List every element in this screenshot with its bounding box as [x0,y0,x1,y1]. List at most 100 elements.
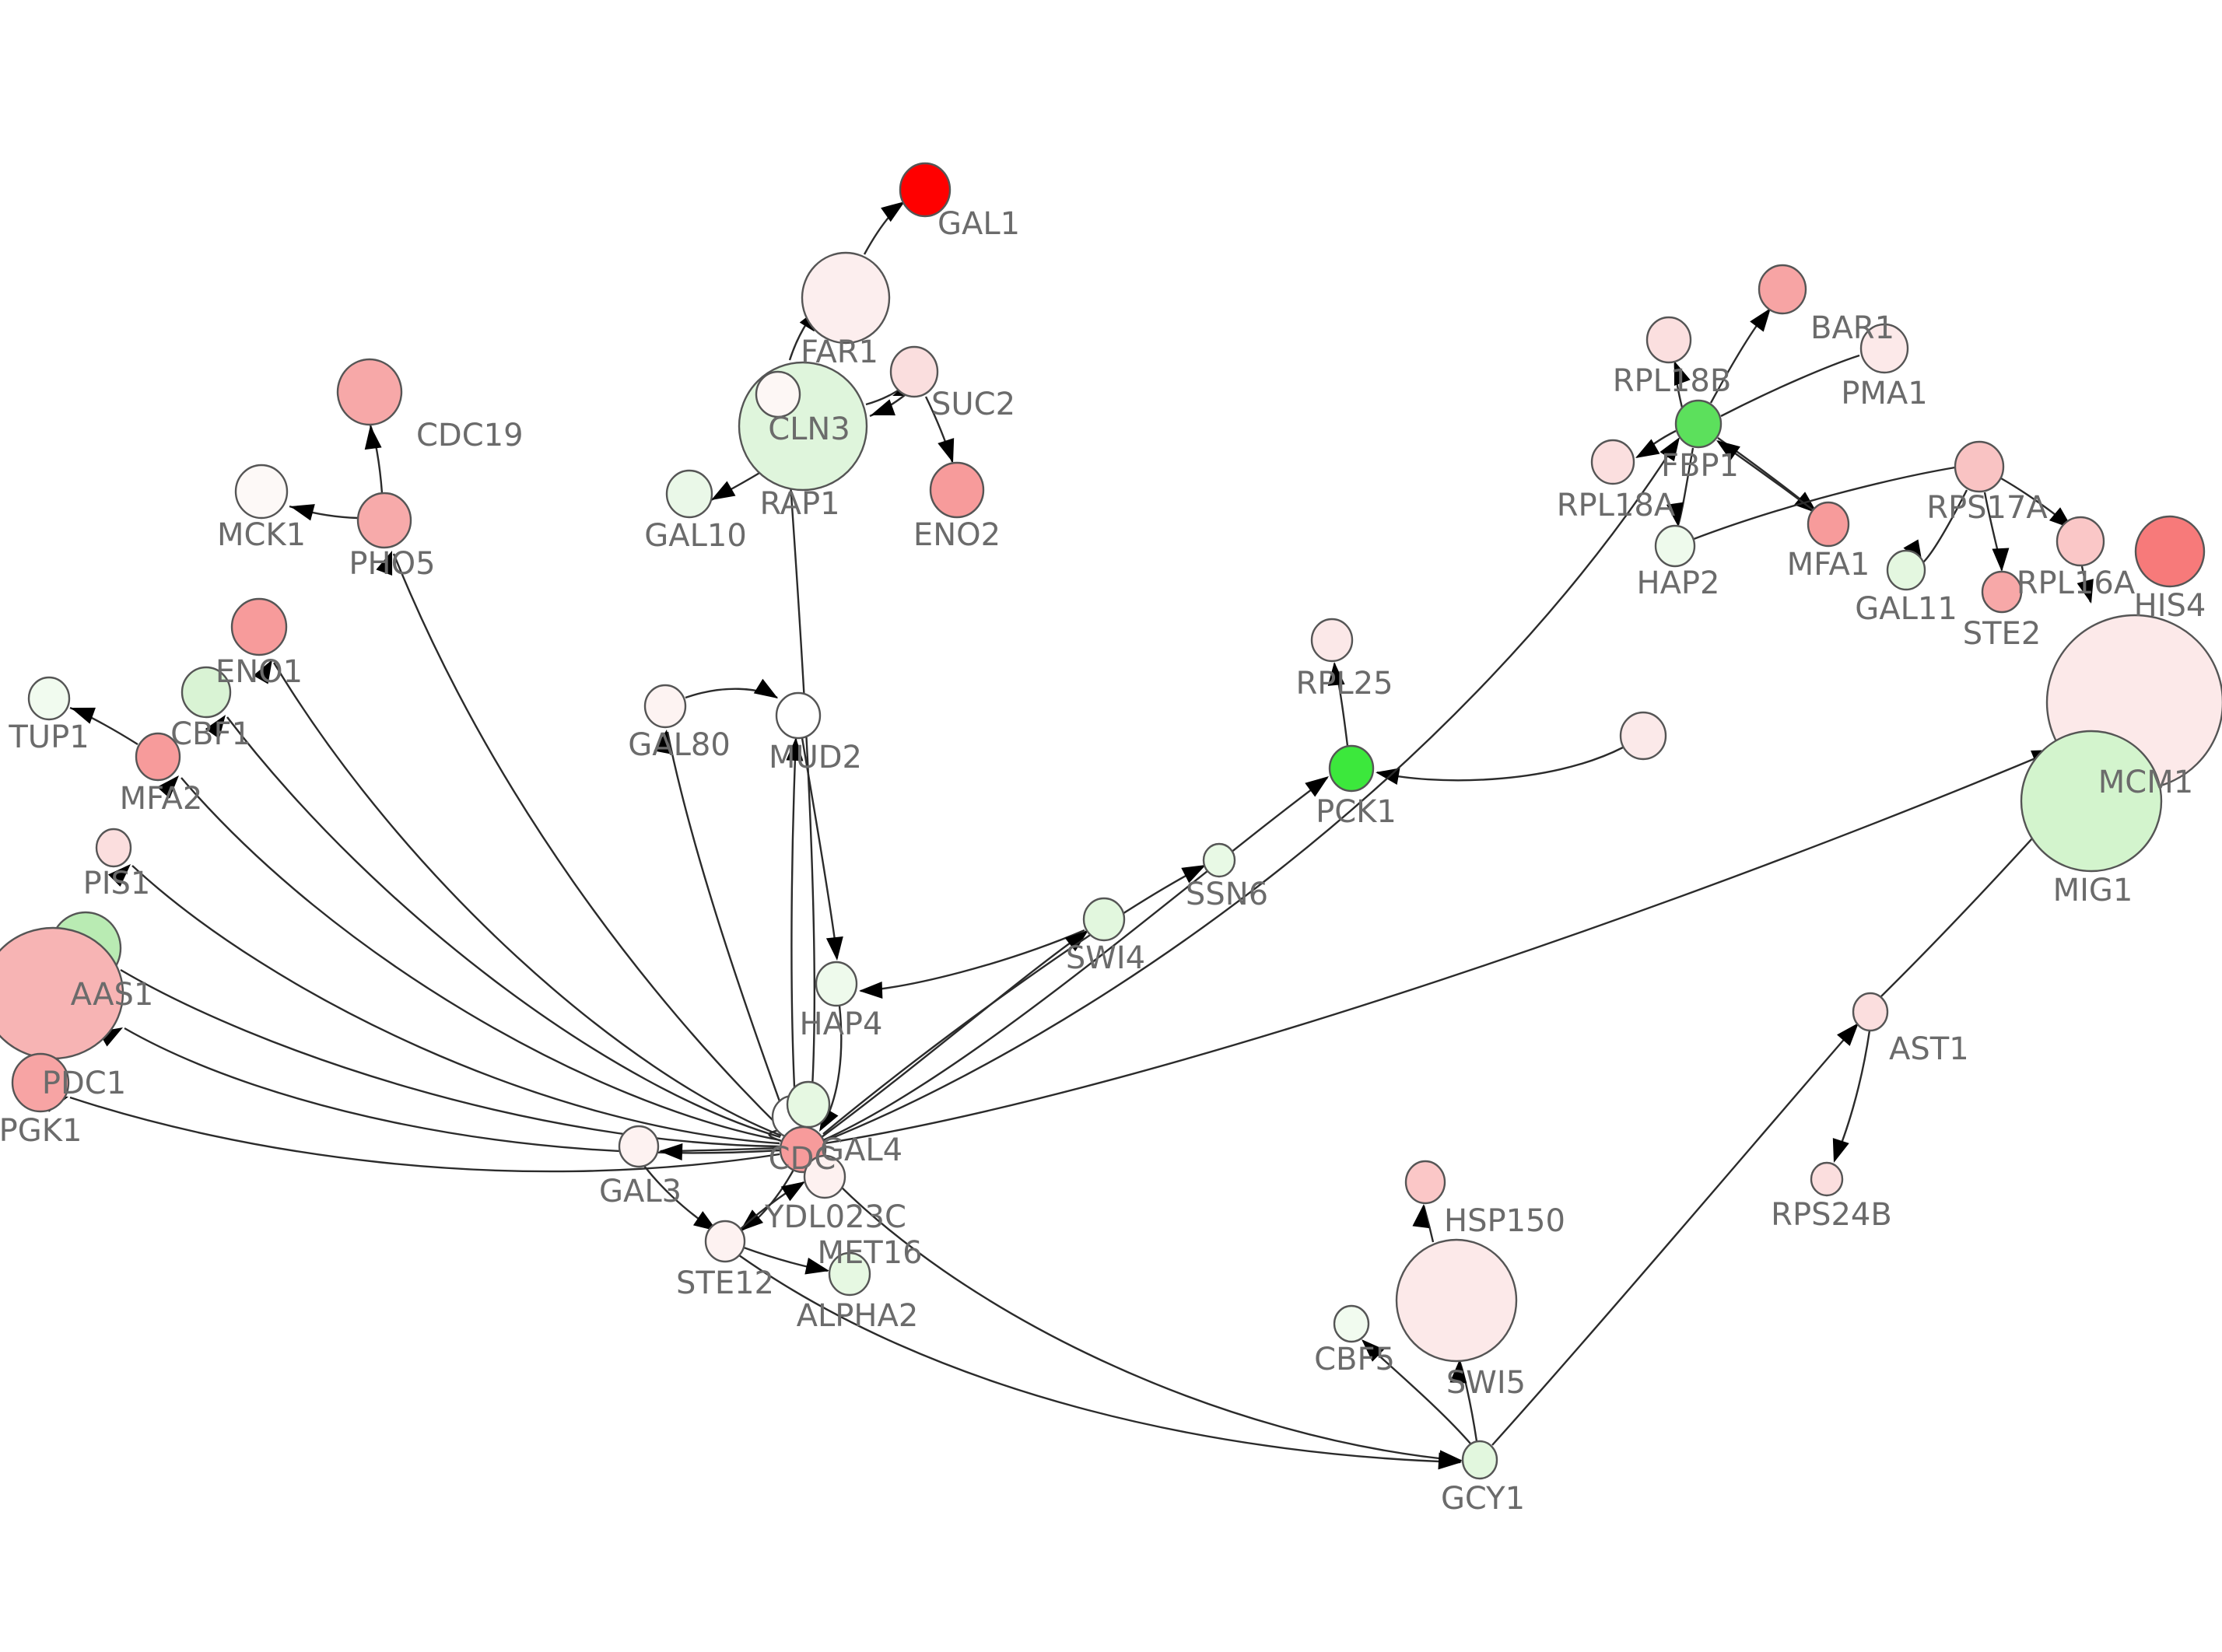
arrowhead-pho5-to-cdc19 [364,425,382,450]
node-label-ast1: AST1 [1889,1031,1969,1067]
node-gal3[interactable] [618,1125,660,1168]
node-ste12[interactable] [704,1220,746,1263]
edge-ste12-to-gcy1[interactable] [738,1255,1461,1464]
node-eno2[interactable] [929,461,985,519]
node-rap1[interactable] [755,370,801,418]
edge-gal4-to-aas1[interactable] [120,968,780,1148]
node-bar1[interactable] [1758,264,1807,315]
edge-gal4-to-gcy1[interactable] [818,1163,1462,1462]
node-alpha2[interactable] [828,1251,871,1297]
arrowhead-mfa1-to-fbp1 [1716,440,1740,461]
arrowhead-gcy1-to-swi5 [1449,1360,1467,1384]
arrowhead-suc2-to-cln3 [871,399,895,416]
edge-gal4-to-mcm1[interactable] [824,749,2055,1145]
node-hsp150[interactable] [1404,1160,1446,1205]
edge-gal4-to-gal80[interactable] [666,731,791,1130]
edge-gal4-to-mud2[interactable] [790,738,798,1129]
node-rpl25[interactable] [1310,618,1354,663]
node-gal80[interactable] [643,684,687,729]
node-pis1[interactable] [95,828,132,868]
arrowhead-cln3-to-gal10 [711,481,736,500]
node-ssn6[interactable] [1202,842,1236,878]
node-gal10[interactable] [665,469,713,519]
node-label-pck1: PCK1 [1316,794,1397,830]
edge-gal4-to-mfa2[interactable] [180,777,781,1142]
node-label-mck1: MCK1 [217,517,306,553]
node-label-eno1: ENO1 [216,654,303,690]
node-eno1[interactable] [230,597,288,656]
edge-gal4-to-pgk1[interactable] [69,1096,780,1173]
node-unlabeled_hub[interactable] [1619,711,1667,761]
node-rpl18a[interactable] [1590,439,1635,485]
arrowhead-fbp1-to-rpl18b [1674,361,1691,386]
node-label-ste2: STE2 [1963,616,2042,652]
edge-gal4-to-pho5[interactable] [392,553,783,1130]
node-pma1[interactable] [1859,323,1909,374]
node-mfa2[interactable] [135,732,181,782]
node-label-gal4: GAL4 [820,1132,902,1168]
node-mud2[interactable] [775,691,822,740]
node-pho5[interactable] [356,492,412,549]
arrowhead-gal4-to-gal80 [654,730,671,754]
node-mig1[interactable] [2020,730,2163,873]
edge-unlabeled_hub-to-pck1[interactable] [1376,746,1624,782]
node-mck1[interactable] [234,464,289,520]
arrowhead-gal4-to-pho5 [376,551,393,576]
node-ast1[interactable] [1852,992,1889,1032]
node-hap2[interactable] [1654,524,1696,568]
edge-gal4-to-pis1[interactable] [131,865,780,1145]
node-swi5[interactable] [1395,1238,1518,1363]
node-tup1[interactable] [27,676,71,721]
node-gal11[interactable] [1886,549,1926,591]
edge-fbp1-to-pma1[interactable] [1720,354,1860,418]
node-label-rpl18b: RPL18B [1613,363,1732,399]
arrowhead-gal4-to-eno1 [253,660,272,684]
node-rps24b[interactable] [1810,1161,1844,1197]
node-hub_green[interactable] [786,1080,831,1129]
edge-hap2-to-rps17a[interactable] [1693,466,1956,541]
node-pck1[interactable] [1328,744,1375,793]
edge-gal4-to-swi4[interactable] [821,930,1088,1138]
labels-layer: GAL1 FAR1 SUC2 CLN3 RAP1 ENO2 CDC19 MCK1 PHO5 GAL… [0,206,2206,1517]
node-fbp1[interactable] [1674,399,1723,449]
edge-rps17a-to-gal11[interactable] [1922,489,1968,563]
edge-gal4-to-cbf1[interactable] [226,716,781,1139]
node-rps17a[interactable] [1954,440,2005,493]
node-label-gal10: GAL10 [644,518,747,554]
edge-gal4-to-pck1[interactable] [822,777,1328,1142]
nodes-layer [0,162,2222,1480]
node-far1[interactable] [801,251,891,345]
node-cdc19[interactable] [336,358,403,426]
node-pgk1[interactable] [11,1052,70,1113]
edge-gal4-to-rap1[interactable] [784,418,816,1129]
edge-gcy1-to-ast1[interactable] [1491,1024,1858,1446]
node-cbf1[interactable] [180,666,232,719]
arrowhead-gal4-to-mud2 [786,737,804,761]
node-mfa1[interactable] [1807,501,1850,548]
node-label-cdc: CDC [769,1141,836,1177]
node-rpl16a[interactable] [2056,516,2105,567]
node-ydl023c[interactable] [803,1154,846,1199]
edge-swi4-to-hap4[interactable] [860,929,1085,992]
edge-gal4-to-ssn6[interactable] [822,864,1205,1135]
arrowhead-rpl16a-to-mcm1 [2077,579,2094,604]
node-label-eno2: ENO2 [913,517,1001,553]
node-gcy1[interactable] [1461,1440,1498,1480]
node-swi4[interactable] [1082,897,1126,942]
edge-gal4-to-fbp1[interactable] [824,439,1680,1143]
node-rpl18b[interactable] [1645,316,1692,364]
node-his4[interactable] [2134,515,2206,588]
node-ste2[interactable] [1981,570,2023,614]
node-label-hsp150: HSP150 [1444,1203,1565,1239]
edge-gal4-to-eno1[interactable] [272,662,782,1137]
node-cbf5[interactable] [1333,1304,1370,1343]
arrowhead-fbp1-to-hap2 [1666,502,1684,527]
node-label-rps17a: RPS17A [1926,490,2048,526]
arrowhead-unlabeled_hub-to-pck1 [1376,768,1400,786]
edge-gal4-to-pdc1[interactable] [124,1027,780,1154]
node-gal1[interactable] [899,162,952,218]
node-suc2[interactable] [889,345,939,398]
node-hap4[interactable] [815,961,858,1007]
